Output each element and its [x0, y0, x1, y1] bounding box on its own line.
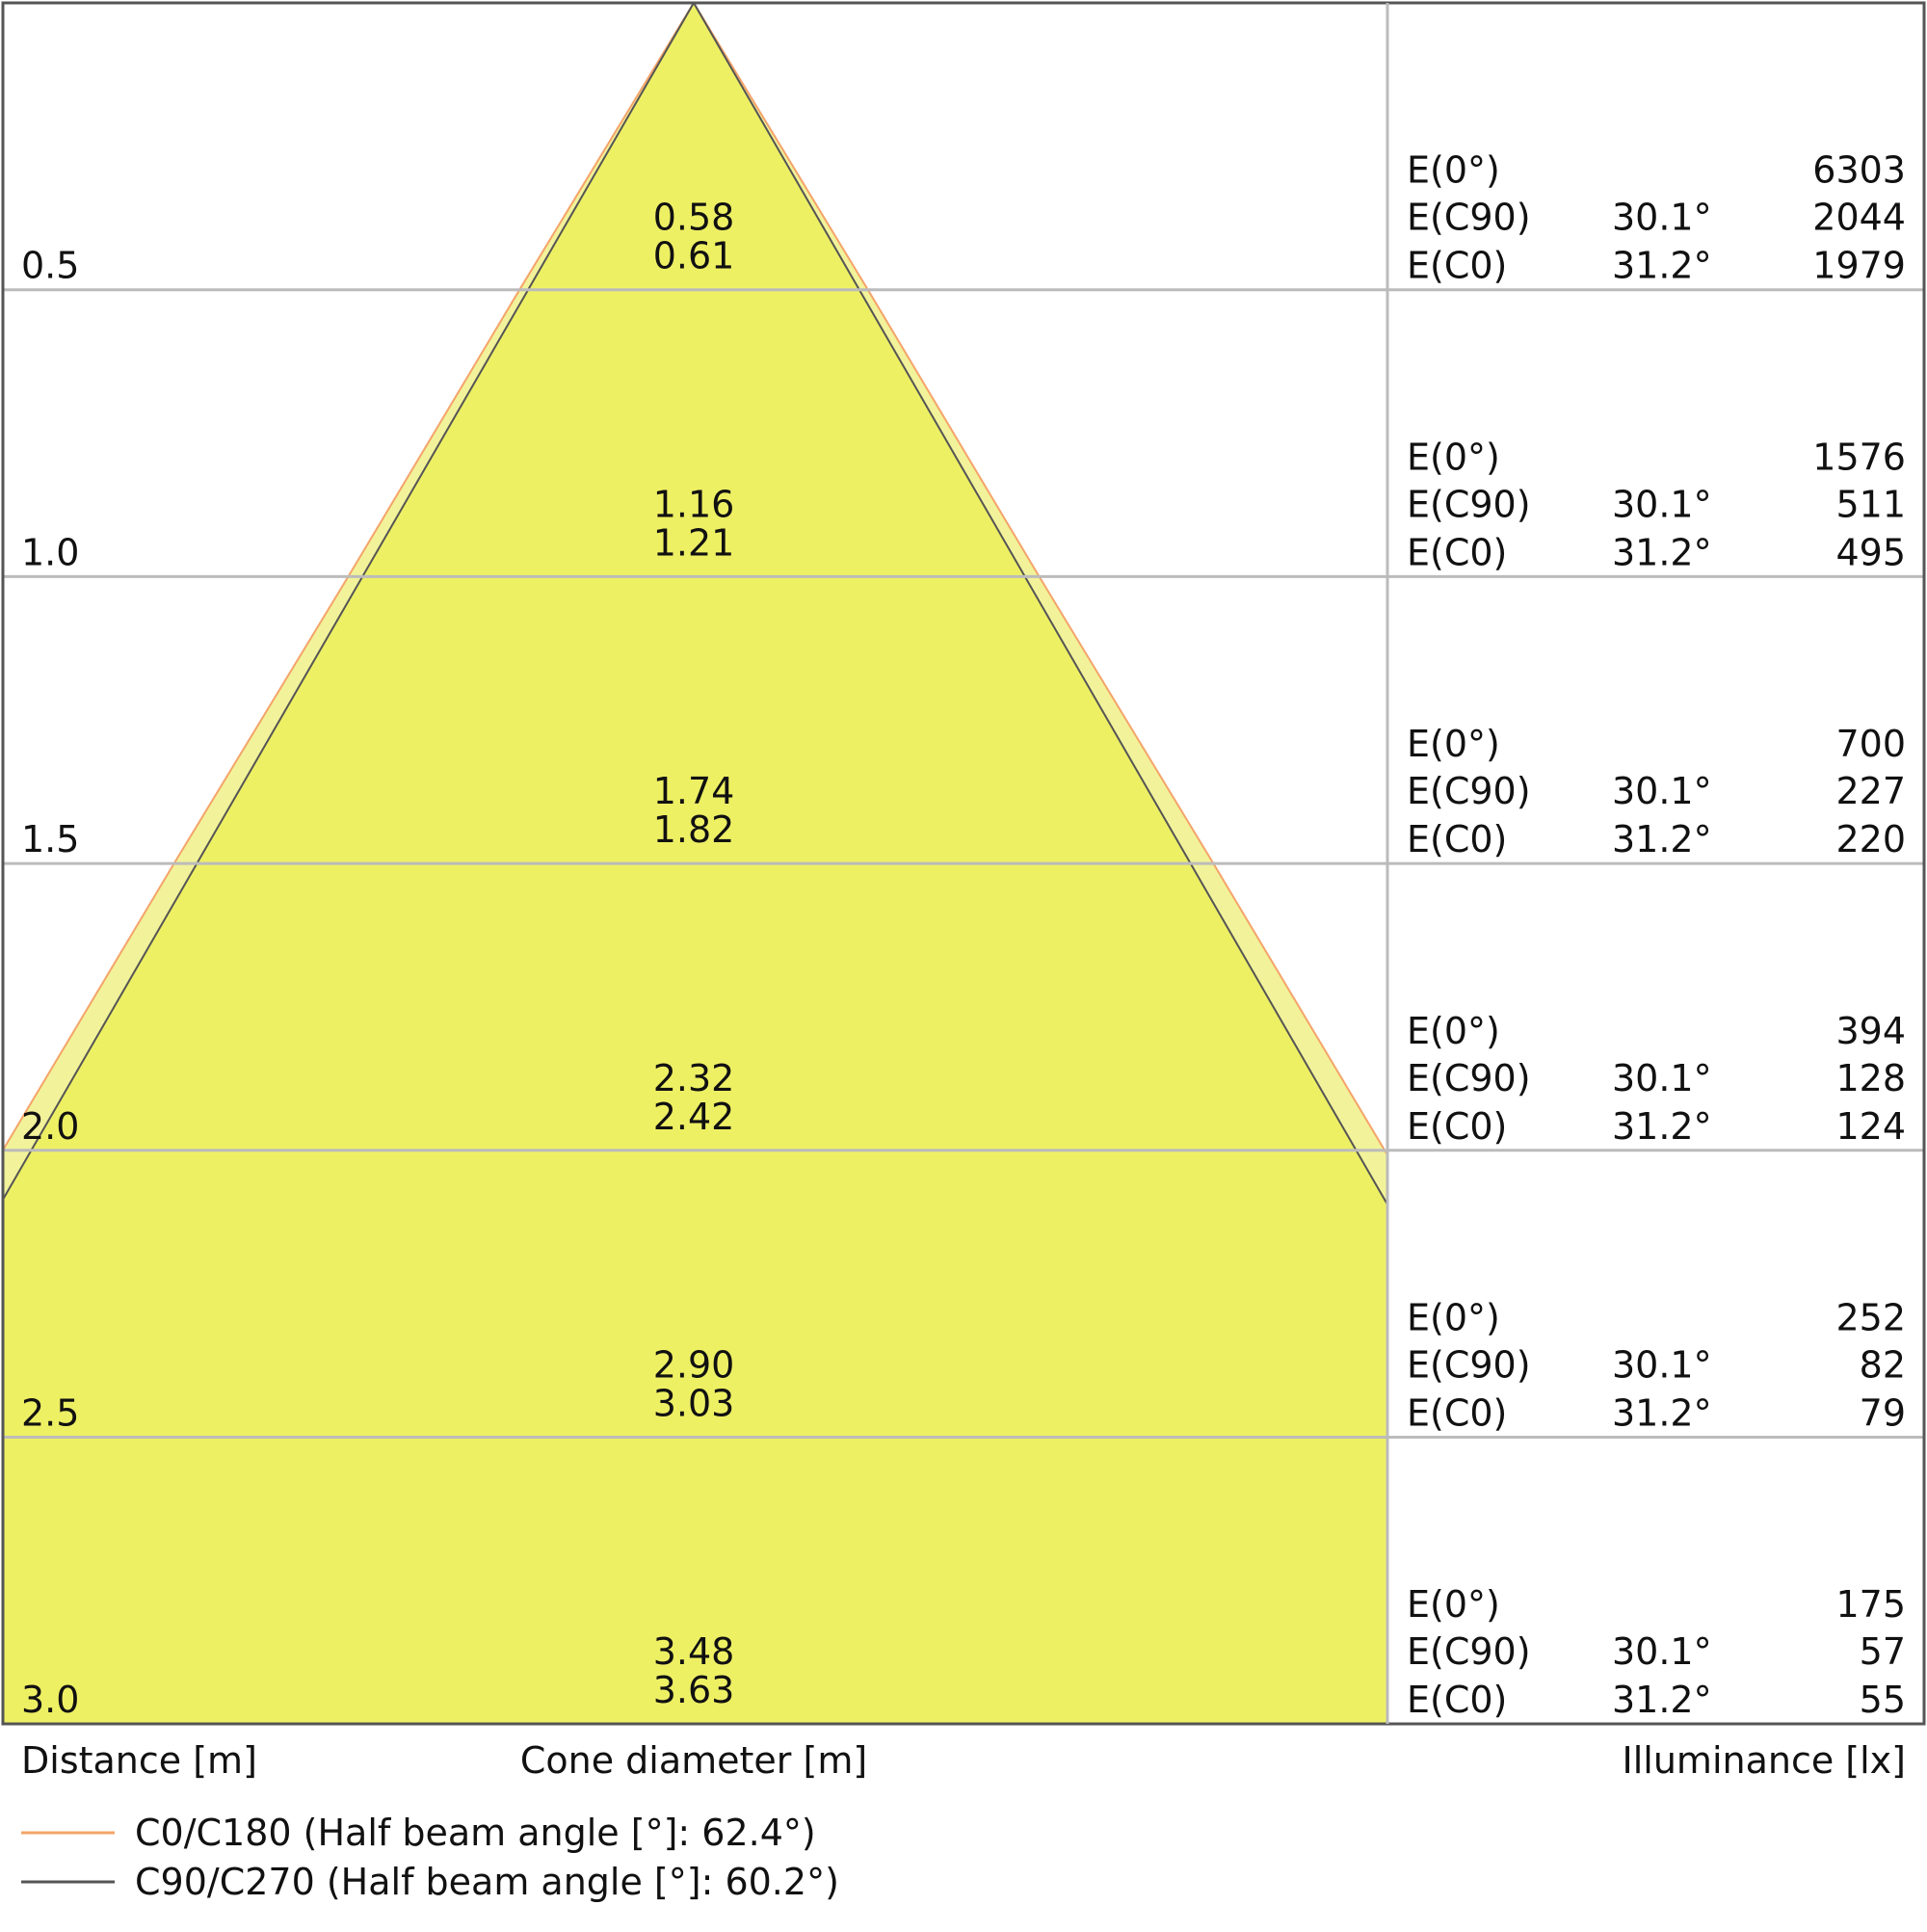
illuminance-axis-label: Illuminance [lx]	[1623, 1739, 1906, 1782]
distance-label: 0.5	[21, 245, 79, 287]
legend-label: C90/C270 (Half beam angle [°]: 60.2°)	[135, 1861, 839, 1903]
e0-label: E(0°)	[1407, 723, 1500, 765]
c0-angle: 31.2°	[1612, 531, 1712, 573]
c90-diameter: 1.16	[653, 483, 735, 525]
e0-label: E(0°)	[1407, 1010, 1500, 1052]
e0-value: 6303	[1812, 149, 1906, 192]
c0-diameter: 1.21	[653, 521, 735, 564]
distance-axis-label: Distance [m]	[21, 1739, 257, 1782]
grid	[3, 288, 1924, 1439]
e0-label: E(0°)	[1407, 436, 1500, 478]
c90-diameter: 0.58	[653, 197, 735, 239]
ec0-label: E(C0)	[1407, 531, 1507, 573]
e0-value: 394	[1835, 1010, 1906, 1052]
e0-value: 700	[1835, 723, 1906, 765]
c0-angle: 31.2°	[1612, 1679, 1712, 1721]
ec90-value: 128	[1835, 1057, 1906, 1099]
distance-label: 2.0	[21, 1105, 79, 1148]
ec0-value: 79	[1860, 1392, 1906, 1435]
ec90-value: 82	[1860, 1344, 1906, 1387]
ec90-label: E(C90)	[1407, 1344, 1531, 1387]
legend-label: C0/C180 (Half beam angle [°]: 62.4°)	[135, 1812, 816, 1854]
ec90-label: E(C90)	[1407, 1057, 1531, 1099]
e0-value: 1576	[1812, 436, 1906, 478]
c0-angle: 31.2°	[1612, 245, 1712, 287]
ec90-label: E(C90)	[1407, 197, 1531, 239]
ec0-value: 124	[1835, 1105, 1906, 1148]
ec0-label: E(C0)	[1407, 245, 1507, 287]
distance-label: 2.5	[21, 1392, 79, 1435]
distance-label: 3.0	[21, 1679, 79, 1721]
e0-value: 252	[1835, 1297, 1906, 1339]
cone-axis-label: Cone diameter [m]	[520, 1739, 867, 1782]
ec0-label: E(C0)	[1407, 1679, 1507, 1721]
ec0-label: E(C0)	[1407, 1392, 1507, 1435]
c0-diameter: 0.61	[653, 235, 735, 278]
c0-diameter: 1.82	[653, 808, 735, 851]
c0-diameter: 2.42	[653, 1096, 735, 1138]
c0-diameter: 3.63	[653, 1669, 735, 1711]
c90-angle: 30.1°	[1612, 1057, 1712, 1099]
e0-value: 175	[1835, 1583, 1906, 1626]
c90-angle: 30.1°	[1612, 1630, 1712, 1673]
c90-angle: 30.1°	[1612, 770, 1712, 812]
e0-label: E(0°)	[1407, 1583, 1500, 1626]
c90-diameter: 3.48	[653, 1630, 735, 1673]
c0-angle: 31.2°	[1612, 818, 1712, 860]
c0-angle: 31.2°	[1612, 1105, 1712, 1148]
distance-label: 1.0	[21, 531, 79, 573]
c0-angle: 31.2°	[1612, 1392, 1712, 1435]
ec90-value: 227	[1835, 770, 1906, 812]
c90-diameter: 2.90	[653, 1344, 735, 1387]
ec90-value: 2044	[1812, 197, 1906, 239]
c0-diameter: 3.03	[653, 1383, 735, 1425]
ec0-value: 220	[1835, 818, 1906, 860]
c90-angle: 30.1°	[1612, 197, 1712, 239]
frame	[1, 1, 1926, 1726]
ec90-value: 511	[1835, 483, 1906, 525]
ec0-value: 55	[1860, 1679, 1906, 1721]
c90-diameter: 2.32	[653, 1057, 735, 1099]
e0-label: E(0°)	[1407, 149, 1500, 192]
c90-angle: 30.1°	[1612, 483, 1712, 525]
ec0-value: 1979	[1812, 245, 1906, 287]
distance-label: 1.5	[21, 818, 79, 860]
ec0-label: E(C0)	[1407, 1105, 1507, 1148]
ec90-label: E(C90)	[1407, 770, 1531, 812]
c90-diameter: 1.74	[653, 770, 735, 812]
ec0-label: E(C0)	[1407, 818, 1507, 860]
ec90-value: 57	[1860, 1630, 1906, 1673]
e0-label: E(0°)	[1407, 1297, 1500, 1339]
ec90-label: E(C90)	[1407, 1630, 1531, 1673]
ec90-label: E(C90)	[1407, 483, 1531, 525]
ec0-value: 495	[1835, 531, 1906, 573]
c90-angle: 30.1°	[1612, 1344, 1712, 1387]
